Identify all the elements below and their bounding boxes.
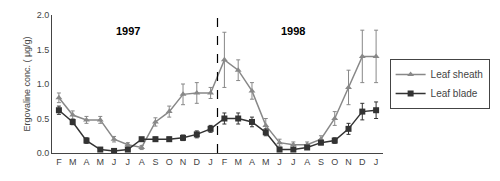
svg-text:F: F	[222, 157, 228, 167]
svg-text:Leaf sheath: Leaf sheath	[431, 69, 483, 80]
svg-text:A: A	[83, 157, 89, 167]
svg-text:A: A	[249, 157, 255, 167]
svg-text:0.0: 0.0	[37, 148, 50, 158]
svg-text:Ergovaline conc. ( μg/g): Ergovaline conc. ( μg/g)	[22, 36, 32, 131]
svg-text:F: F	[56, 157, 62, 167]
svg-text:2.0: 2.0	[37, 10, 50, 20]
svg-text:1.5: 1.5	[37, 45, 50, 55]
svg-text:A: A	[139, 157, 145, 167]
svg-text:J: J	[291, 157, 296, 167]
svg-text:D: D	[359, 157, 366, 167]
svg-text:A: A	[304, 157, 310, 167]
svg-text:O: O	[331, 157, 338, 167]
svg-text:M: M	[69, 157, 77, 167]
svg-text:M: M	[262, 157, 270, 167]
svg-text:M: M	[97, 157, 105, 167]
svg-text:S: S	[318, 157, 324, 167]
svg-text:1997: 1997	[116, 25, 140, 37]
svg-text:J: J	[126, 157, 131, 167]
svg-text:N: N	[180, 157, 187, 167]
svg-text:D: D	[194, 157, 201, 167]
svg-text:O: O	[166, 157, 173, 167]
svg-text:J: J	[208, 157, 213, 167]
svg-text:J: J	[112, 157, 117, 167]
svg-text:S: S	[152, 157, 158, 167]
svg-text:N: N	[345, 157, 352, 167]
svg-text:1998: 1998	[281, 25, 305, 37]
svg-text:J: J	[277, 157, 282, 167]
svg-text:M: M	[234, 157, 242, 167]
svg-text:J: J	[374, 157, 379, 167]
svg-text:0.5: 0.5	[37, 114, 50, 124]
svg-text:Leaf blade: Leaf blade	[431, 88, 478, 99]
svg-text:1.0: 1.0	[37, 79, 50, 89]
